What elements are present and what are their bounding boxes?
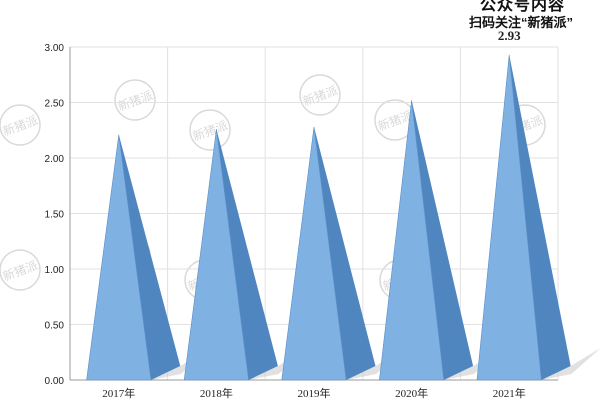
watermark-text: 新猪派 [301,82,340,108]
bar-side-face [411,100,474,380]
watermark-7: 新猪派 [0,249,41,291]
y-tick-labels: 0.00 0.50 1.00 1.50 2.00 2.50 3.00 [45,43,65,387]
watermark-text: 新猪派 [1,257,40,283]
watermark-3: 新猪派 [189,109,231,151]
x-tick-label: 2020年 [395,386,428,400]
watermark-layer: 新猪派新猪派新猪派新猪派新猪派新猪派新猪派新猪派新猪派新猪派新猪派新猪派 [0,74,546,301]
watermark-ring [0,249,41,291]
x-tick-label: 2017年 [102,386,135,400]
data-label: 2.93 [498,28,521,43]
watermark-ring [189,109,231,151]
bar-front-face [379,100,445,381]
bar-side-face [509,54,571,381]
watermark-ring [0,104,41,146]
promo-text: 扫码关注“新猪派” [469,15,574,30]
watermark-text: 新猪派 [191,117,230,143]
bar-shadow [151,348,211,380]
y-tick-label: 0.50 [45,321,65,332]
bars [86,54,600,381]
x-tick-labels: 2017年 2018年 2019年 2020年 2021年 [102,386,525,400]
y-tick-label: 1.50 [45,210,65,221]
watermark-1: 新猪派 [0,104,41,146]
bar-2018年 [183,129,308,381]
bar-front-face [476,54,542,381]
bar-shadow [346,348,406,380]
bar-side-face [314,126,376,380]
cropped-title: 公众号内容 [480,0,566,14]
bar-2019年 [281,126,406,381]
watermark-ring [299,74,341,116]
watermark-2: 新猪派 [114,79,156,121]
bar-shadow [248,348,308,380]
bar-front-face [86,134,152,381]
x-tick-label: 2018年 [200,386,233,400]
y-tick-label: 2.50 [45,99,65,110]
x-tick-label: 2021年 [493,386,526,400]
y-tick-label: 0.00 [45,376,65,387]
bar-2021年 [476,54,600,381]
data-labels: 2.93 [498,28,521,43]
watermark-4: 新猪派 [299,74,341,116]
watermark-ring [114,79,156,121]
bar-side-face [216,129,278,380]
bar-2020年 [379,100,504,381]
bar-front-face [183,129,249,381]
bar-shadow [541,348,600,380]
watermark-text: 新猪派 [116,87,155,113]
bar-shadow [443,348,504,380]
x-tick-label: 2019年 [298,386,331,400]
bar-side-face [118,134,181,380]
y-tick-label: 1.00 [45,265,65,276]
bar-front-face [281,126,347,381]
watermark-text: 新猪派 [1,112,40,138]
bar-2017年 [86,134,211,381]
y-tick-label: 3.00 [45,43,65,54]
y-tick-label: 2.00 [45,154,65,165]
